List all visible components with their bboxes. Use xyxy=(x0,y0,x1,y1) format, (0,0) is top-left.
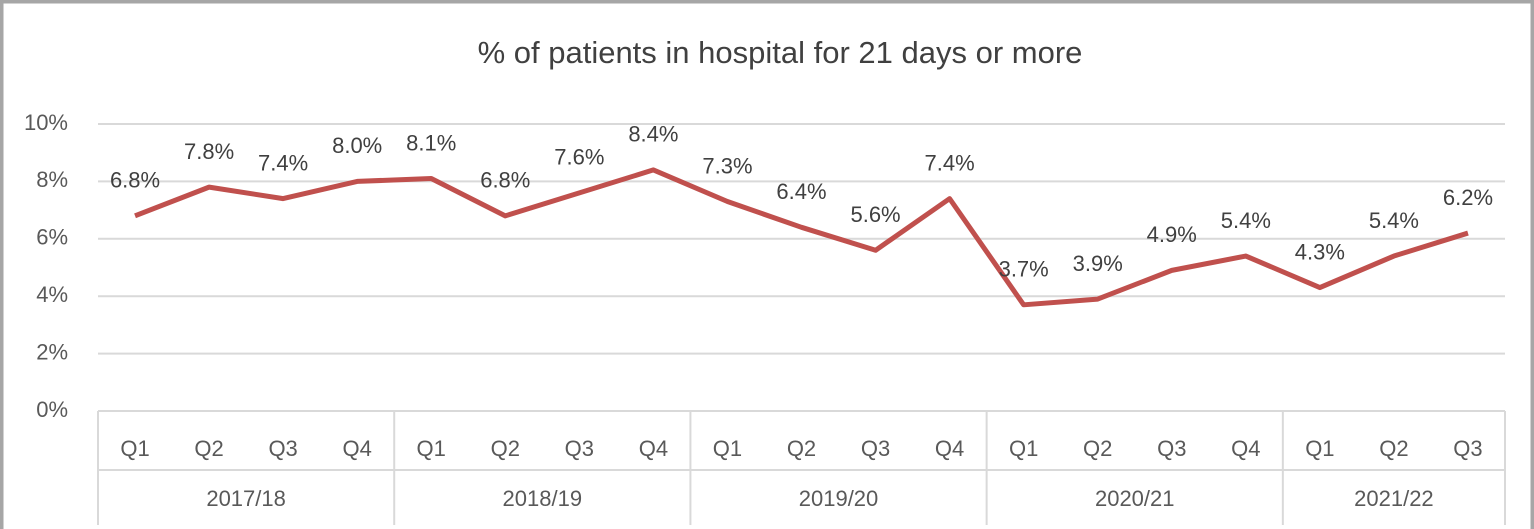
x-tick-label: Q2 xyxy=(1379,436,1408,461)
x-tick-label: Q3 xyxy=(268,436,297,461)
chart-title: % of patients in hospital for 21 days or… xyxy=(478,35,1083,70)
data-label: 8.1% xyxy=(406,130,456,155)
group-label: 2019/20 xyxy=(799,486,879,511)
y-tick-label: 2% xyxy=(36,339,68,364)
x-tick-label: Q4 xyxy=(343,436,372,461)
x-tick-label: Q4 xyxy=(935,436,964,461)
x-tick-label: Q2 xyxy=(787,436,816,461)
data-line xyxy=(134,167,1469,308)
x-tick-label: Q3 xyxy=(861,436,890,461)
x-tick-label: Q2 xyxy=(194,436,223,461)
data-label: 6.4% xyxy=(776,179,826,204)
data-label: 5.6% xyxy=(850,202,900,227)
data-label: 7.8% xyxy=(184,139,234,164)
x-tick-label: Q1 xyxy=(417,436,446,461)
data-label: 4.3% xyxy=(1295,239,1345,264)
data-label: 6.8% xyxy=(480,168,530,193)
x-tick-label: Q3 xyxy=(1453,436,1482,461)
y-tick-label: 8% xyxy=(36,167,68,192)
x-tick-label: Q2 xyxy=(1083,436,1112,461)
y-tick-label: 10% xyxy=(24,110,68,135)
data-label: 3.7% xyxy=(999,257,1049,282)
data-label: 6.8% xyxy=(110,168,160,193)
data-label: 5.4% xyxy=(1369,208,1419,233)
data-label: 4.9% xyxy=(1147,222,1197,247)
x-tick-label: Q4 xyxy=(1231,436,1260,461)
x-tick-label: Q4 xyxy=(639,436,668,461)
group-label: 2018/19 xyxy=(503,486,583,511)
y-tick-label: 4% xyxy=(36,282,68,307)
y-tick-label: 0% xyxy=(36,397,68,422)
data-label: 7.3% xyxy=(702,153,752,178)
group-label: 2017/18 xyxy=(206,486,286,511)
x-tick-label: Q2 xyxy=(491,436,520,461)
x-tick-label: Q1 xyxy=(713,436,742,461)
y-tick-label: 6% xyxy=(36,225,68,250)
group-label: 2021/22 xyxy=(1354,486,1434,511)
x-tick-label: Q1 xyxy=(1305,436,1334,461)
data-label: 6.2% xyxy=(1443,185,1493,210)
data-label: 3.9% xyxy=(1073,251,1123,276)
x-tick-label: Q3 xyxy=(1157,436,1186,461)
x-tick-label: Q1 xyxy=(1009,436,1038,461)
data-label: 7.4% xyxy=(258,150,308,175)
data-label: 7.4% xyxy=(925,150,975,175)
group-label: 2020/21 xyxy=(1095,486,1175,511)
x-tick-label: Q1 xyxy=(120,436,149,461)
data-label: 7.6% xyxy=(554,145,604,170)
x-tick-label: Q3 xyxy=(565,436,594,461)
data-label: 8.4% xyxy=(628,122,678,147)
data-label: 5.4% xyxy=(1221,208,1271,233)
data-label: 8.0% xyxy=(332,133,382,158)
